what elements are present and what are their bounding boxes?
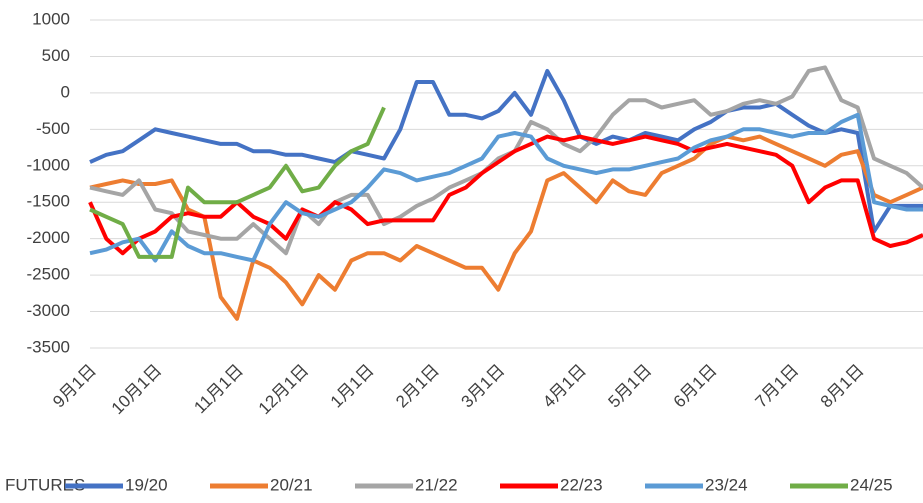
x-tick-label: 6月1日	[670, 361, 721, 412]
legend-label: 21/22	[415, 475, 458, 494]
y-tick-label: -1500	[27, 192, 70, 211]
legend-label: 19/20	[125, 475, 168, 494]
series-line	[89, 112, 923, 263]
x-tick-label: 1月1日	[327, 361, 378, 412]
y-tick-label: -500	[36, 119, 70, 138]
legend-label: 23/24	[705, 475, 748, 494]
y-tick-label: 1000	[32, 9, 70, 28]
y-tick-label: -3000	[27, 301, 70, 320]
legend-title: FUTURES	[5, 475, 85, 494]
series-line	[89, 106, 386, 259]
y-tick-label: -2500	[27, 265, 70, 284]
x-tick-label: 2月1日	[392, 361, 443, 412]
x-tick-label: 5月1日	[604, 361, 655, 412]
series-line	[89, 65, 923, 256]
series-line	[88, 134, 923, 256]
x-tick-label: 7月1日	[751, 361, 802, 412]
x-tick-label: 8月1日	[817, 361, 868, 412]
x-tick-label: 11月1日	[190, 361, 247, 418]
y-tick-label: -1000	[27, 155, 70, 174]
x-tick-label: 10月1日	[108, 361, 166, 419]
x-tick-label: 9月1日	[49, 361, 100, 412]
series-line	[89, 134, 923, 321]
legend-label: 24/25	[850, 475, 893, 494]
y-tick-label: 0	[61, 82, 70, 101]
y-tick-label: -2000	[27, 228, 70, 247]
legend-label: 20/21	[270, 475, 313, 494]
x-tick-label: 3月1日	[457, 361, 508, 412]
y-tick-label: -3500	[27, 337, 70, 356]
legend-label: 22/23	[560, 475, 603, 494]
x-tick-label: 12月1日	[255, 361, 313, 419]
y-tick-label: 500	[42, 46, 70, 65]
x-tick-label: 4月1日	[539, 361, 590, 412]
series-line	[89, 69, 923, 234]
